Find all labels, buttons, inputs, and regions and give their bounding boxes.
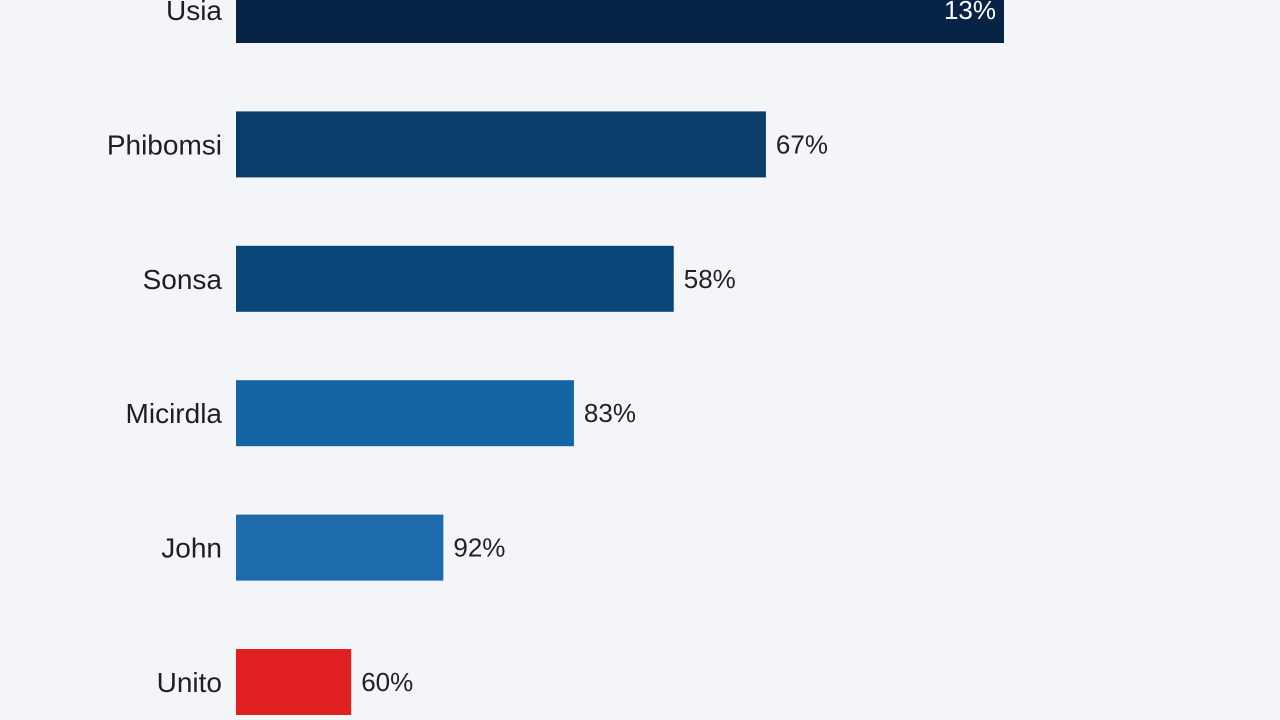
value-label-5: 60% bbox=[361, 667, 413, 697]
category-label-0: Usia bbox=[166, 0, 222, 26]
bar-1 bbox=[236, 111, 766, 178]
bar-0 bbox=[236, 0, 1004, 43]
category-label-1: Phibomsi bbox=[107, 129, 222, 160]
bars-layer bbox=[236, 0, 1004, 715]
category-label-2: Sonsa bbox=[143, 264, 223, 295]
value-label-2: 58% bbox=[684, 264, 736, 294]
category-label-5: Unito bbox=[157, 667, 222, 698]
value-label-4: 92% bbox=[453, 533, 505, 563]
labels-layer: Usia 13% Phibomsi 67% Sonsa 58% Micirdla 83% Joh… bbox=[107, 0, 996, 698]
bar-4 bbox=[236, 514, 444, 581]
bar-5 bbox=[236, 649, 352, 715]
value-label-0: 13% bbox=[944, 0, 996, 25]
bar-3 bbox=[236, 380, 574, 447]
value-label-1: 67% bbox=[776, 129, 828, 159]
bar-2 bbox=[236, 245, 674, 312]
value-label-3: 83% bbox=[584, 398, 636, 428]
category-label-4: John bbox=[161, 533, 222, 564]
category-label-3: Micirdla bbox=[126, 398, 223, 429]
